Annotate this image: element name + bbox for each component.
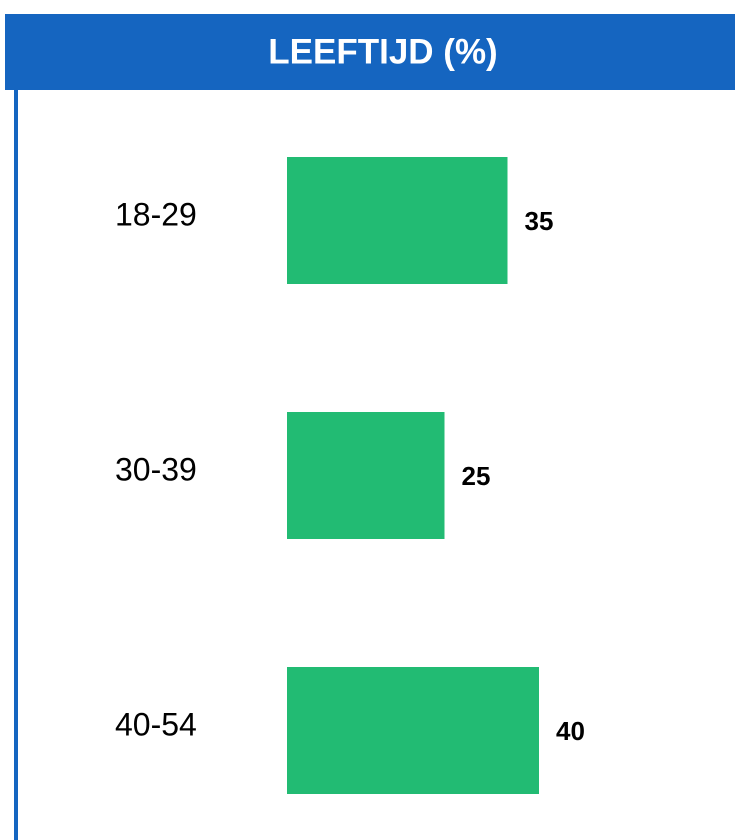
bar	[287, 157, 508, 284]
bar	[287, 667, 539, 794]
category-label: 40-54	[115, 706, 197, 742]
value-label: 40	[556, 716, 585, 746]
category-label: 18-29	[115, 196, 197, 232]
category-label: 30-39	[115, 451, 197, 487]
bar	[287, 412, 445, 539]
value-label: 25	[462, 461, 491, 491]
panel-border	[14, 80, 18, 840]
value-label: 35	[525, 206, 554, 236]
header	[5, 14, 735, 90]
chart-title: LEEFTIJD (%)	[268, 32, 497, 71]
